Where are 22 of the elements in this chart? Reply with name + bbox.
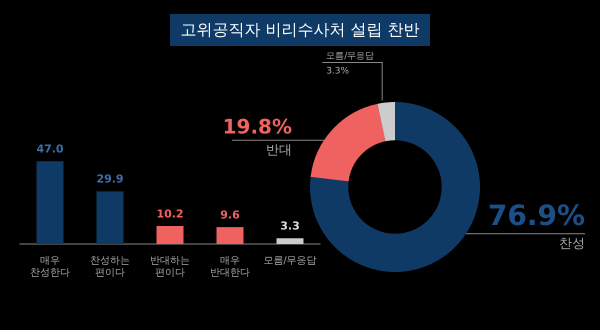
slice-label: 모름/무응답: [326, 51, 374, 62]
bar: [36, 161, 64, 244]
data-label: 3.3: [280, 220, 300, 233]
chart-title: 고위공직자 비리수사처 설립 찬반: [170, 14, 430, 46]
x-tick-label: 모름/무응답: [263, 256, 317, 267]
data-label: 3.3%: [326, 66, 350, 76]
slice-label: 반대: [266, 143, 292, 158]
data-label: 29.9: [96, 172, 124, 186]
x-tick-label: 찬성하는 편이다: [90, 256, 130, 279]
x-tick-label: 매우 찬성한다: [30, 256, 70, 279]
bar: [156, 226, 184, 244]
x-tick-label: 반대하는 편이다: [150, 256, 190, 279]
data-label: 19.8%: [222, 114, 292, 138]
bar: [216, 227, 244, 244]
bar: [276, 238, 304, 244]
data-label: 47.0: [36, 142, 64, 156]
bar: [96, 191, 124, 244]
data-label: 9.6: [220, 208, 240, 222]
slice-label: 찬성: [559, 236, 585, 252]
x-tick-label: 매우 반대한다: [210, 256, 250, 279]
data-label: 76.9%: [488, 199, 585, 232]
data-label: 10.2: [156, 207, 184, 220]
